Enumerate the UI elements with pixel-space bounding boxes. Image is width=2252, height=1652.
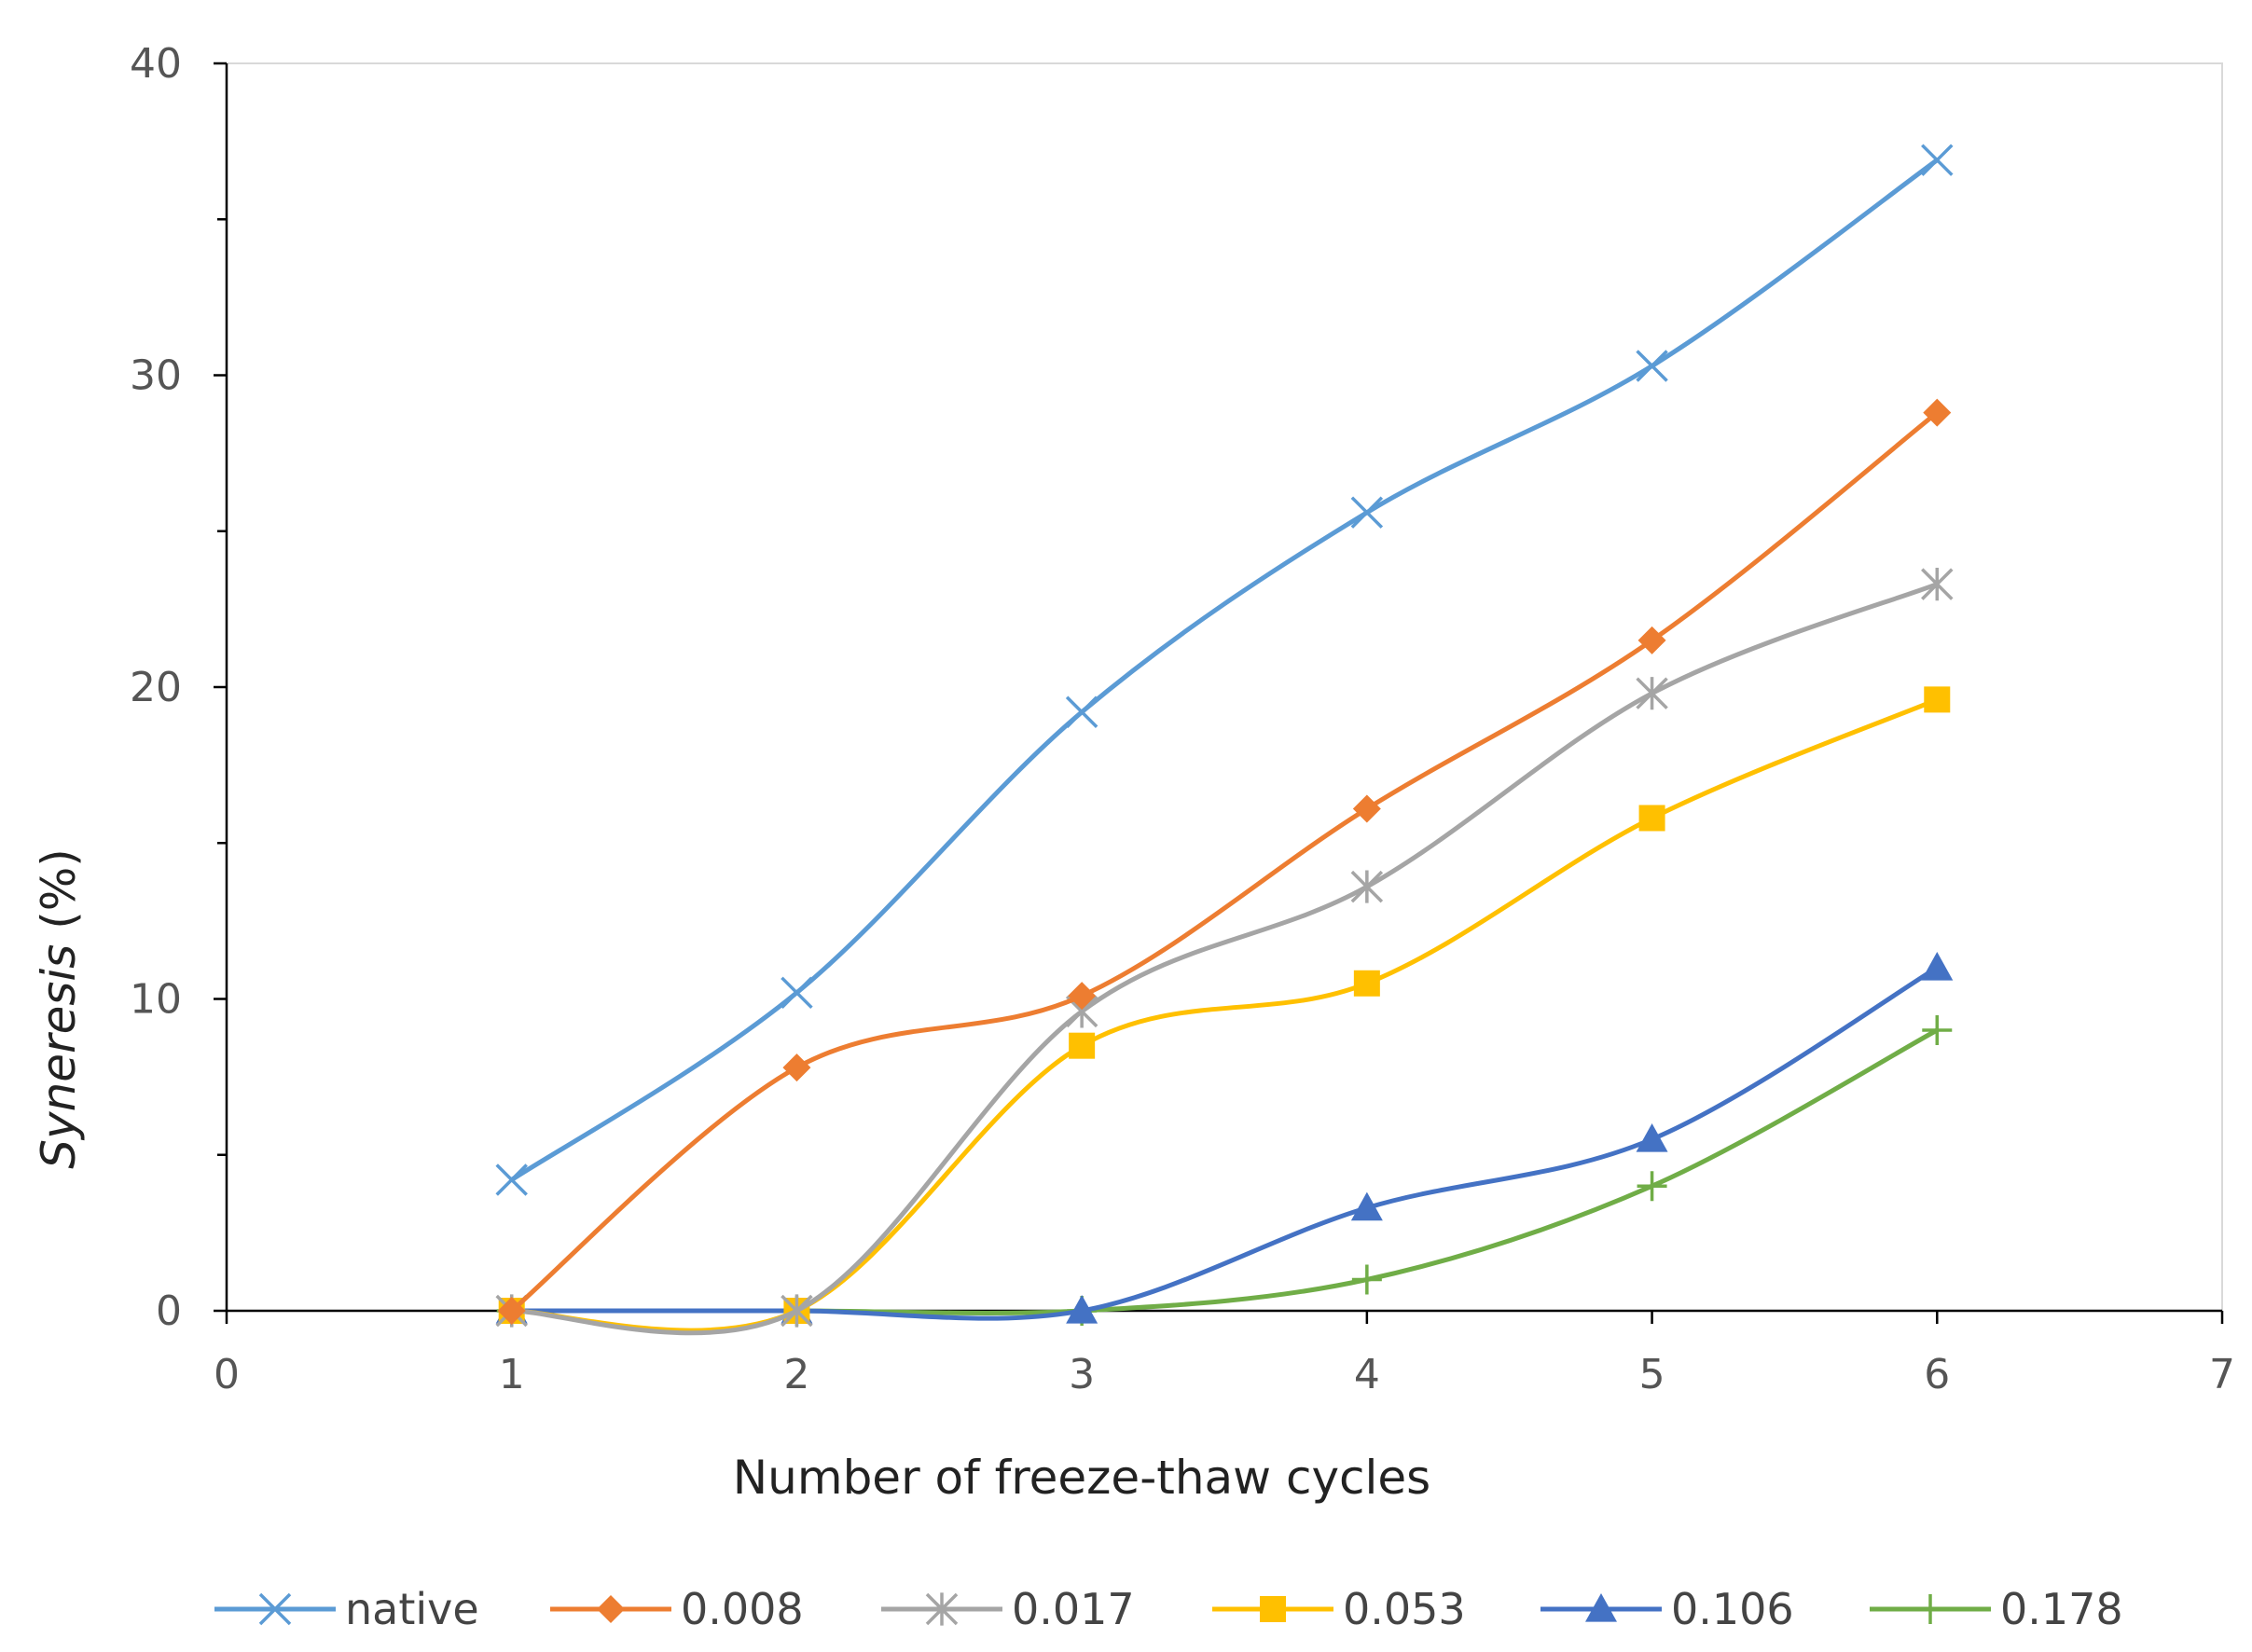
data-point-0.053 <box>1924 686 1951 713</box>
x-tick-label: 6 <box>1924 1351 1950 1398</box>
series-0.008 <box>497 398 1952 1325</box>
legend-item-0.178: 0.178 <box>1870 1584 2123 1634</box>
data-point-0.106 <box>1921 952 1954 981</box>
series-0.178 <box>496 1014 1953 1326</box>
data-point-0.017 <box>1636 677 1668 710</box>
x-tick-label: 0 <box>214 1351 240 1398</box>
data-point-0.178 <box>1922 1014 1953 1045</box>
series-0.053 <box>498 686 1951 1333</box>
x-tick-label: 2 <box>783 1351 809 1398</box>
data-point-native <box>781 976 813 1010</box>
y-tick-label: 30 <box>130 352 182 400</box>
legend-item-0.106: 0.106 <box>1540 1584 1794 1634</box>
data-point-0.008 <box>497 1297 526 1325</box>
legend-item-native: native <box>214 1584 479 1634</box>
series-line-0.017 <box>509 582 1940 1336</box>
x-tick-label: 1 <box>499 1351 525 1398</box>
plot-area <box>226 62 2223 1312</box>
legend-marker <box>1260 1596 1286 1622</box>
data-point-native <box>1636 350 1668 382</box>
y-tick-label: 10 <box>130 976 182 1024</box>
legend-marker <box>925 1592 959 1626</box>
data-point-0.017 <box>1921 568 1954 601</box>
data-point-native <box>1065 695 1098 728</box>
series-line-0.106 <box>509 965 1940 1321</box>
data-point-0.008 <box>1637 626 1666 654</box>
x-tick-label: 5 <box>1639 1351 1665 1398</box>
legend-label: 0.106 <box>1671 1584 1794 1634</box>
legend-item-0.008: 0.008 <box>550 1584 804 1634</box>
legend: native 0.008 0.017 0.053 0.106 0.178 <box>214 1584 2123 1634</box>
data-point-0.053 <box>1638 805 1665 832</box>
data-point-native <box>1921 144 1954 176</box>
data-point-0.017 <box>1350 870 1384 903</box>
x-tick-label: 4 <box>1354 1351 1380 1398</box>
legend-marker <box>1585 1593 1617 1622</box>
legend-label: 0.008 <box>681 1584 804 1634</box>
legend-label: 0.053 <box>1343 1584 1466 1634</box>
data-point-0.053 <box>1069 1032 1096 1059</box>
data-point-0.178 <box>1637 1171 1667 1202</box>
data-point-native <box>495 1163 528 1196</box>
x-tick-label: 3 <box>1069 1351 1095 1398</box>
data-point-0.106 <box>1350 1191 1383 1221</box>
y-axis-title: Syneresis (%) <box>32 848 86 1169</box>
x-tick-label: 7 <box>2209 1351 2235 1398</box>
legend-marker <box>258 1592 292 1626</box>
y-tick-label: 0 <box>156 1287 182 1335</box>
series-line-0.178 <box>509 1027 1940 1315</box>
series-line-0.053 <box>509 696 1940 1333</box>
y-tick-label: 20 <box>130 664 182 711</box>
series-0.017 <box>495 568 1954 1336</box>
series-line-0.008 <box>509 410 1940 1314</box>
x-axis-title: Number of freeze-thaw cycles <box>733 1451 1430 1505</box>
legend-label: 0.017 <box>1012 1584 1135 1634</box>
data-point-0.008 <box>782 1053 811 1082</box>
data-point-0.106 <box>1066 1295 1098 1324</box>
data-point-native <box>1350 496 1384 529</box>
data-point-0.106 <box>1636 1123 1668 1152</box>
legend-marker <box>1915 1594 1945 1624</box>
legend-label: 0.178 <box>2000 1584 2123 1634</box>
data-point-0.178 <box>1351 1264 1382 1295</box>
series-line-native <box>509 158 1940 1182</box>
legend-item-0.017: 0.017 <box>881 1584 1135 1634</box>
series-native <box>495 144 1954 1196</box>
y-tick-label: 40 <box>130 40 182 88</box>
data-point-0.008 <box>1923 398 1952 427</box>
legend-item-0.053: 0.053 <box>1212 1584 1466 1634</box>
data-point-0.008 <box>1352 794 1381 823</box>
data-point-0.053 <box>1353 970 1380 997</box>
legend-marker <box>597 1595 625 1623</box>
data-point-0.008 <box>1068 982 1097 1011</box>
data-point-0.017 <box>781 1294 813 1328</box>
legend-label: native <box>345 1584 479 1634</box>
